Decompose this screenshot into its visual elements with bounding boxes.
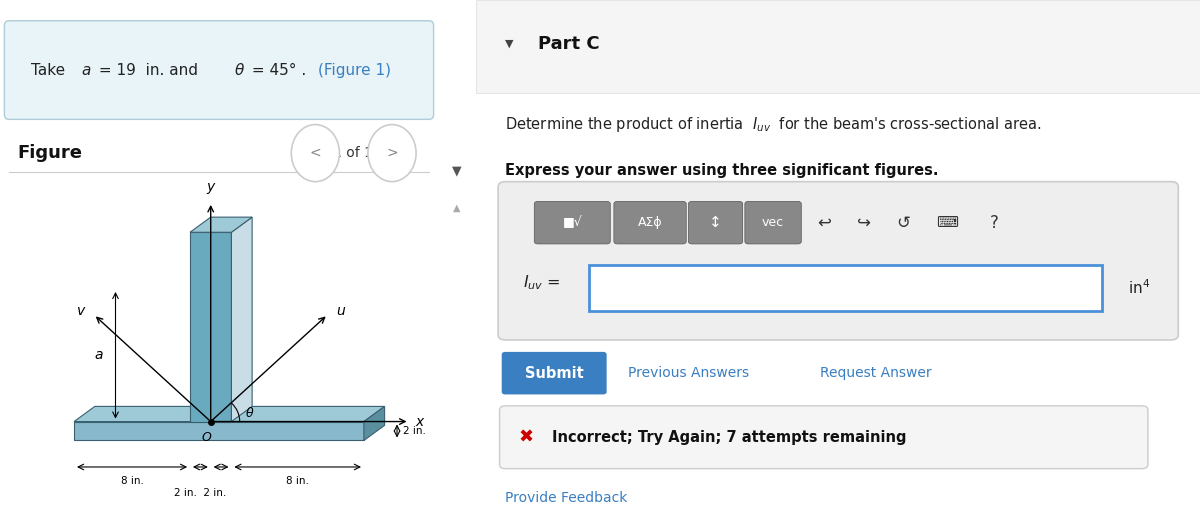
Circle shape: [292, 125, 340, 182]
Text: a: a: [82, 63, 90, 77]
Text: ↕: ↕: [709, 215, 722, 230]
FancyBboxPatch shape: [499, 406, 1148, 469]
Polygon shape: [190, 233, 232, 421]
Text: = 45° .: = 45° .: [246, 63, 316, 77]
Text: 8 in.: 8 in.: [121, 476, 144, 486]
FancyBboxPatch shape: [476, 0, 1200, 93]
Text: 2 in.: 2 in.: [403, 426, 426, 436]
Text: 1 of 1: 1 of 1: [332, 146, 372, 160]
Text: vec: vec: [762, 216, 784, 229]
Text: ↺: ↺: [896, 214, 911, 231]
Text: Part C: Part C: [538, 35, 600, 53]
Polygon shape: [364, 406, 385, 441]
Circle shape: [368, 125, 416, 182]
Polygon shape: [232, 217, 252, 421]
Text: ↩: ↩: [817, 214, 830, 231]
FancyBboxPatch shape: [534, 201, 611, 244]
Text: $I_{uv}$ =: $I_{uv}$ =: [523, 274, 562, 292]
Text: ?: ?: [989, 214, 998, 231]
Text: 2 in.  2 in.: 2 in. 2 in.: [174, 488, 227, 498]
Text: v: v: [77, 304, 85, 318]
FancyBboxPatch shape: [689, 201, 743, 244]
Text: Express your answer using three significant figures.: Express your answer using three signific…: [505, 163, 938, 177]
Text: y: y: [206, 181, 215, 195]
FancyBboxPatch shape: [5, 21, 433, 119]
Text: Incorrect; Try Again; 7 attempts remaining: Incorrect; Try Again; 7 attempts remaini…: [552, 430, 907, 445]
Text: Determine the product of inertia  $I_{uv}$  for the beam's cross-sectional area.: Determine the product of inertia $I_{uv}…: [505, 115, 1042, 134]
Text: ✖: ✖: [518, 428, 533, 446]
Text: ▼: ▼: [452, 165, 462, 178]
Text: Take: Take: [31, 63, 70, 77]
FancyBboxPatch shape: [614, 201, 686, 244]
Text: Provide Feedback: Provide Feedback: [505, 491, 628, 505]
Text: in$^4$: in$^4$: [1128, 279, 1150, 297]
Text: θ: θ: [246, 407, 253, 420]
Text: Request Answer: Request Answer: [820, 366, 931, 380]
FancyBboxPatch shape: [498, 182, 1178, 340]
FancyBboxPatch shape: [502, 352, 607, 394]
Polygon shape: [190, 217, 252, 233]
Text: (Figure 1): (Figure 1): [318, 63, 390, 77]
Text: a: a: [95, 348, 103, 362]
Text: ▼: ▼: [505, 39, 514, 49]
Text: u: u: [336, 304, 344, 318]
Text: ■√: ■√: [563, 216, 582, 229]
Text: Submit: Submit: [524, 366, 583, 380]
Polygon shape: [74, 406, 385, 421]
Text: AΣϕ: AΣϕ: [637, 216, 662, 229]
Text: 8 in.: 8 in.: [287, 476, 310, 486]
Text: = 19  in. and: = 19 in. and: [94, 63, 203, 77]
Text: >: >: [386, 146, 398, 160]
Text: ▲: ▲: [454, 202, 461, 213]
FancyBboxPatch shape: [588, 265, 1103, 311]
FancyBboxPatch shape: [745, 201, 802, 244]
Text: θ: θ: [234, 63, 244, 77]
Text: Figure: Figure: [18, 144, 83, 162]
Text: ← 8 in.→↔←↔← 8 in. →: ← 8 in.→↔←↔← 8 in. →: [85, 488, 179, 497]
Text: <: <: [310, 146, 322, 160]
Polygon shape: [74, 421, 364, 441]
Text: Previous Answers: Previous Answers: [629, 366, 750, 380]
Text: x: x: [415, 415, 424, 429]
Text: ⌨: ⌨: [936, 215, 958, 230]
Text: ↪: ↪: [857, 214, 870, 231]
Text: O: O: [202, 431, 211, 444]
